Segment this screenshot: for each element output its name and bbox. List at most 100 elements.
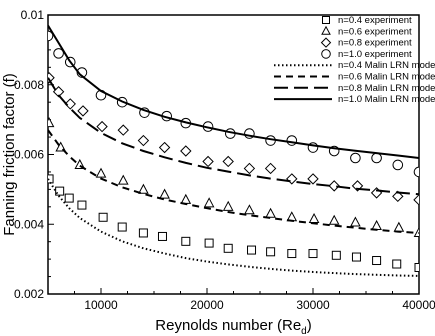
x-tick-label: 10000 [84,298,118,312]
data-point-triangle [413,226,419,237]
data-point-circle [286,135,298,146]
data-point-diamond [158,141,171,154]
legend-marker-circle [321,49,331,59]
legend-marker-triangle [321,25,331,35]
data-point-diamond [137,134,150,147]
legend-label: n=0.4 experiment [338,15,412,26]
data-point-diamond [328,180,340,192]
data-point-square [223,243,233,253]
series-n-0-4-experiment [48,174,419,272]
data-point-diamond [307,173,319,185]
x-axis-title-subscript: d [301,326,307,336]
series-line [48,24,419,159]
data-point-square [392,259,402,269]
data-point-square [414,262,419,272]
data-point-diamond [96,120,108,133]
series-n-0-4-malin-lrn-model [48,178,419,277]
data-point-triangle [371,219,382,230]
data-point-diamond [180,145,192,157]
data-point-square [157,231,167,241]
legend-item: n=0.6 Malin LRN model [274,72,435,83]
data-point-triangle [222,200,234,211]
data-point-triangle [48,117,55,128]
x-tick-label: 40000 [402,298,435,312]
x-axis-title: Reynolds number (Red) [155,317,311,336]
series-n-0-8-malin-lrn-model [48,77,419,196]
data-point-square [181,236,191,246]
data-point-triangle [393,221,405,232]
data-point-triangle [308,212,320,224]
series-line [48,129,419,234]
y-tick-label: 0.008 [14,78,44,92]
data-point-square [351,252,361,262]
legend-item: n=1.0 Malin LRN model [274,94,435,105]
data-point-triangle [138,183,149,194]
data-point-circle [392,159,404,171]
legend-label: n=0.8 experiment [338,38,412,49]
y-tick-label: 0.01 [21,8,45,22]
data-point-diamond [222,155,234,168]
data-point-square [204,238,214,248]
data-point-circle [371,152,382,164]
series-n-0-8-experiment [48,72,419,206]
data-point-diamond [117,124,129,136]
data-point-square [64,193,74,203]
y-tick-label: 0.006 [14,148,44,162]
data-point-diamond [202,155,214,168]
x-axis-title-main: Reynolds number (Re [155,317,301,334]
legend-marker-square [322,16,330,24]
data-point-square [372,256,382,266]
axis-ticks: 10000 20000 30000 40000 0.002 0.004 0.006 0.008… [14,8,435,312]
legend-item: n=0.6 experiment [321,25,412,37]
data-point-triangle [265,207,276,218]
series-n-1-0-malin-lrn-model [48,24,419,159]
legend-item: n=1.0 experiment [321,49,412,60]
series-layer [48,24,419,277]
legend-item: n=0.4 Malin LRN model [274,60,435,71]
data-point-diamond [413,194,419,206]
legend-item: n=0.8 Malin LRN model [274,83,435,94]
series-line [48,77,419,196]
legend-label: n=0.8 Malin LRN model [338,83,435,94]
data-point-diamond [77,105,89,117]
data-point-square [48,174,54,184]
legend-label: n=0.6 Malin LRN model [338,72,435,83]
legend-label: n=0.6 experiment [338,26,412,37]
data-point-triangle [350,216,361,227]
series-n-0-6-malin-lrn-model [48,129,419,234]
data-point-diamond [264,162,277,175]
x-axis-title-suffix: ) [307,317,312,334]
data-point-square [77,200,87,210]
data-point-square [308,249,318,259]
data-point-diamond [392,190,404,203]
y-tick-label: 0.004 [14,217,44,231]
data-point-triangle [244,204,255,215]
series-line [48,178,419,277]
legend-item: n=0.8 experiment [320,37,412,49]
data-point-square [287,249,297,259]
data-point-triangle [95,167,107,178]
series-n-0-6-experiment [48,117,419,237]
data-point-square [138,228,148,238]
data-point-diamond [64,98,76,110]
data-point-circle [413,166,419,178]
legend-marker-diamond [320,37,332,48]
legend-label: n=0.4 Malin LRN model [338,60,435,71]
x-tick-label: 30000 [296,298,330,312]
data-point-circle [53,48,64,59]
data-point-diamond [286,173,298,185]
data-point-square [117,222,127,232]
data-point-diamond [243,162,256,175]
data-point-triangle [203,197,215,208]
data-point-triangle [180,193,192,204]
data-point-triangle [328,214,340,225]
data-point-square [55,186,65,196]
data-point-circle [350,152,361,164]
data-point-square [247,245,257,255]
legend-label: n=1.0 experiment [338,49,412,60]
data-point-triangle [117,174,129,185]
y-axis-title: Fanning friction factor (f) [1,73,18,236]
legend-item: n=0.4 experiment [322,15,412,26]
